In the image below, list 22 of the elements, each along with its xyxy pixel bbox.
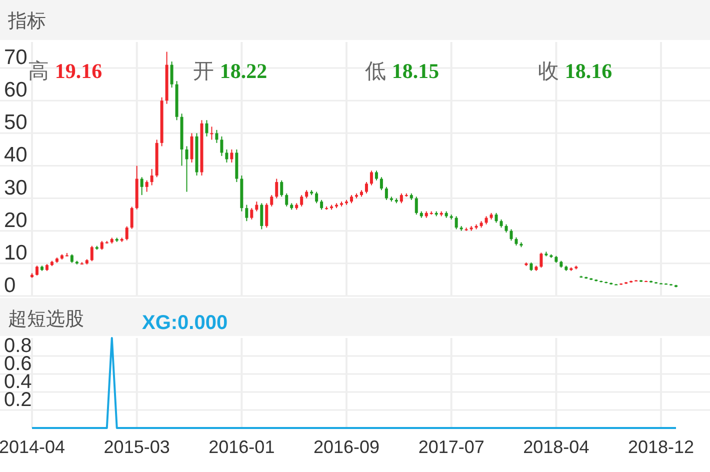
x-tick-label: 2018-12: [628, 437, 694, 457]
y-tick-label: 20: [4, 208, 28, 232]
y-tick-label: 10: [4, 241, 28, 264]
x-tick-label: 2014-04: [0, 437, 66, 457]
y-tick-label: 70: [4, 46, 28, 70]
text: 超短选股: [8, 309, 84, 330]
y-tick-label: 30: [4, 176, 28, 200]
annotation: 低 18.15: [365, 59, 440, 83]
x-tick-label: 2016-01: [208, 437, 275, 457]
y-tick-label: 50: [4, 111, 28, 134]
x-tick-label: 2016-09: [313, 437, 380, 457]
y-tick-label: 40: [4, 144, 28, 167]
annotation: 收 18.16: [538, 59, 612, 83]
x-tick-label: 2017-07: [418, 437, 484, 457]
text: 指标: [7, 11, 46, 32]
y-tick-label: 60: [4, 78, 28, 102]
text: XG:0.000: [142, 312, 228, 334]
y-tick-label: 0: [4, 274, 16, 297]
x-tick-label: 2018-04: [523, 437, 590, 457]
annotation: 高 19.16: [28, 59, 102, 83]
x-tick-label: 2015-03: [104, 437, 170, 457]
annotation: 开 18.22: [193, 59, 268, 83]
